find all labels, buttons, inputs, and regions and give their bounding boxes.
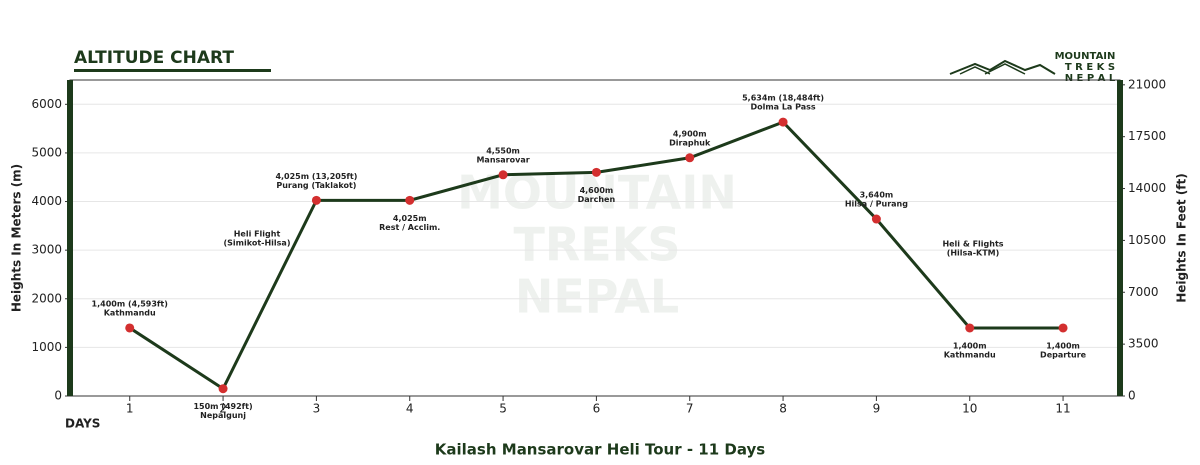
annotation: Heli Flight	[234, 230, 281, 239]
point	[218, 384, 228, 394]
y2-tick-label: 3500	[1128, 337, 1159, 351]
logo-text: N E P A L	[1065, 73, 1116, 84]
value-label: 4,600m	[580, 186, 614, 195]
logo-mountains	[949, 59, 1056, 75]
point-name: Hilsa / Purang	[845, 200, 908, 209]
point	[1058, 323, 1068, 333]
logo-text: T R E K S	[1065, 62, 1115, 73]
chart-subtitle: Kailash Mansarovar Heli Tour - 11 Days	[435, 441, 765, 459]
point	[405, 195, 415, 205]
point-name: Darchen	[578, 195, 616, 204]
point	[778, 117, 788, 127]
title-underline	[74, 69, 271, 72]
logo: MOUNTAIN T R E K S N E P A L	[949, 51, 1116, 84]
annotation: Heli & Flights	[942, 240, 1003, 249]
y-tick-label: 4000	[31, 194, 62, 208]
value-label: 4,025m	[393, 214, 427, 223]
watermark-text: TREKS	[514, 218, 681, 272]
chart-title: ALTITUDE CHART	[74, 48, 234, 68]
point-name: Diraphuk	[669, 138, 711, 147]
x-tick-label: 2	[219, 402, 227, 416]
point-name: Kathmandu	[944, 350, 996, 359]
value-label: 4,025m (13,205ft)	[275, 172, 357, 181]
y2-tick-label: 0	[1128, 389, 1136, 403]
watermark-text: NEPAL	[515, 270, 679, 324]
x-axis-label: DAYS	[65, 417, 100, 431]
value-label: 150m (492ft)	[193, 402, 252, 411]
point	[311, 195, 321, 205]
point-name: Purang (Taklakot)	[276, 181, 356, 190]
y2-tick-label: 7000	[1128, 285, 1159, 299]
annotation: (Hilsa-KTM)	[947, 249, 1000, 258]
value-label: 5,634m (18,484ft)	[742, 94, 824, 103]
point-name: Dolma La Pass	[750, 103, 815, 112]
annotation: (Simikot-Hilsa)	[224, 239, 291, 248]
y-tick-label: 6000	[31, 97, 62, 111]
x-tick-label: 10	[962, 402, 977, 416]
y-tick-label: 5000	[31, 145, 62, 159]
point	[685, 153, 695, 163]
point	[498, 170, 508, 180]
right-bar	[1117, 80, 1123, 396]
x-tick-label: 8	[779, 402, 787, 416]
x-tick-label: 3	[313, 402, 321, 416]
point-name: Departure	[1040, 350, 1087, 359]
y-axis-label: Heights In Meters (m)	[10, 164, 24, 312]
value-label: 1,400m (4,593ft)	[92, 299, 168, 308]
y2-tick-label: 21000	[1128, 77, 1166, 91]
y-tick-label: 1000	[31, 340, 62, 354]
point-name: Kathmandu	[104, 308, 156, 317]
x-tick-label: 4	[406, 402, 414, 416]
point	[591, 167, 601, 177]
x-tick-label: 6	[593, 402, 601, 416]
point-name: Nepalgunj	[200, 411, 246, 420]
y2-tick-label: 10500	[1128, 233, 1166, 247]
y-tick-label: 3000	[31, 243, 62, 257]
value-label: 1,400m	[1046, 341, 1080, 350]
y-tick-label: 2000	[31, 291, 62, 305]
point	[871, 214, 881, 224]
value-label: 4,550m	[486, 146, 520, 155]
y2-tick-label: 17500	[1128, 129, 1166, 143]
y2-tick-label: 14000	[1128, 181, 1166, 195]
value-label: 1,400m	[953, 341, 987, 350]
x-tick-label: 1	[126, 402, 134, 416]
logo-text: MOUNTAIN	[1055, 51, 1116, 62]
logo-mountains-inner	[959, 63, 1026, 75]
point	[125, 323, 135, 333]
value-label: 3,640m	[860, 191, 894, 200]
point-name: Mansarovar	[476, 155, 529, 164]
y-tick-label: 0	[54, 389, 62, 403]
x-tick-label: 11	[1055, 402, 1070, 416]
y2-axis-label: Heights In Feet (ft)	[1175, 173, 1189, 303]
point-name: Rest / Acclim.	[379, 223, 440, 232]
x-tick-label: 7	[686, 402, 694, 416]
x-tick-label: 9	[873, 402, 881, 416]
value-label: 4,900m	[673, 129, 707, 138]
point	[965, 323, 975, 333]
left-bar	[67, 80, 73, 396]
x-tick-label: 5	[499, 402, 507, 416]
